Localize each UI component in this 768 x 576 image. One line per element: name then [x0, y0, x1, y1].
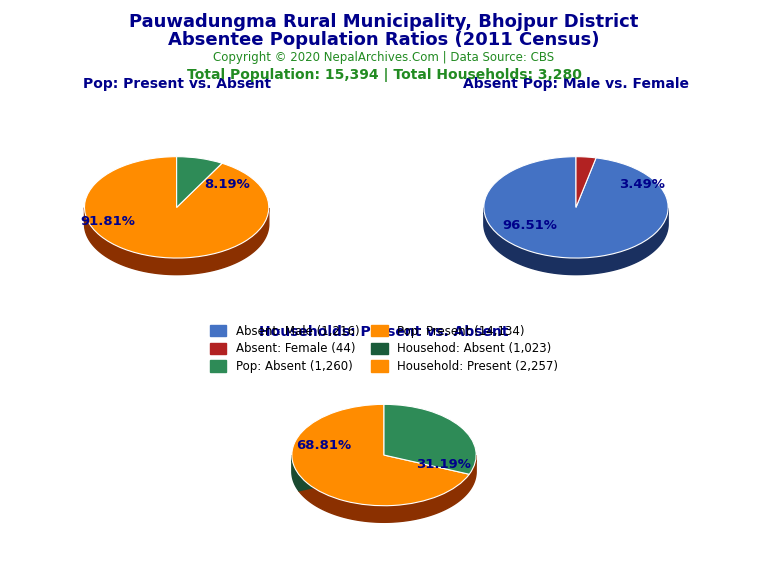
Text: 96.51%: 96.51%: [502, 219, 558, 232]
Text: 8.19%: 8.19%: [204, 178, 250, 191]
Text: Copyright © 2020 NepalArchives.Com | Data Source: CBS: Copyright © 2020 NepalArchives.Com | Dat…: [214, 51, 554, 64]
Title: Pop: Present vs. Absent: Pop: Present vs. Absent: [83, 77, 270, 91]
Polygon shape: [292, 455, 299, 491]
Polygon shape: [484, 208, 668, 275]
Text: 31.19%: 31.19%: [416, 458, 472, 471]
Wedge shape: [576, 157, 596, 207]
Text: Absentee Population Ratios (2011 Census): Absentee Population Ratios (2011 Census): [168, 31, 600, 49]
Text: 3.49%: 3.49%: [620, 178, 665, 191]
Wedge shape: [177, 157, 222, 207]
Wedge shape: [84, 157, 269, 258]
Title: Households: Present vs. Absent: Households: Present vs. Absent: [260, 325, 508, 339]
Polygon shape: [299, 455, 384, 491]
Text: Total Population: 15,394 | Total Households: 3,280: Total Population: 15,394 | Total Househo…: [187, 68, 581, 82]
Title: Absent Pop: Male vs. Female: Absent Pop: Male vs. Female: [463, 77, 689, 91]
Text: 91.81%: 91.81%: [80, 215, 135, 228]
Wedge shape: [384, 404, 476, 474]
Text: Pauwadungma Rural Municipality, Bhojpur District: Pauwadungma Rural Municipality, Bhojpur …: [129, 13, 639, 31]
Legend: Absent: Male (1,216), Absent: Female (44), Pop: Absent (1,260), Pop: Present (14: Absent: Male (1,216), Absent: Female (44…: [205, 320, 563, 378]
Wedge shape: [292, 404, 469, 506]
Polygon shape: [299, 455, 476, 522]
Text: 68.81%: 68.81%: [296, 439, 352, 452]
Polygon shape: [299, 455, 384, 491]
Wedge shape: [484, 157, 668, 258]
Polygon shape: [84, 207, 269, 275]
